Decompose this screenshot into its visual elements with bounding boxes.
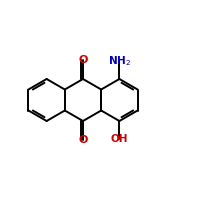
Text: NH$_2$: NH$_2$ bbox=[108, 54, 131, 68]
Text: O: O bbox=[78, 55, 88, 65]
Text: O: O bbox=[78, 135, 88, 145]
Text: OH: OH bbox=[111, 134, 128, 144]
